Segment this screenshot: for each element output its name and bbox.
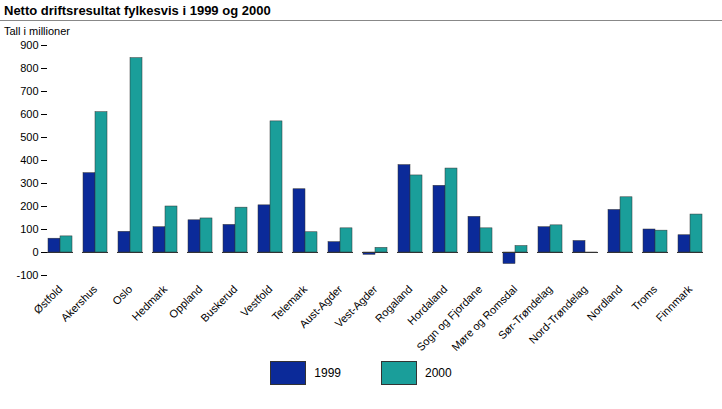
svg-text:Østfold: Østfold xyxy=(31,283,64,316)
svg-text:Oppland: Oppland xyxy=(166,282,205,321)
svg-text:100: 100 xyxy=(20,223,38,235)
svg-text:400: 400 xyxy=(20,154,38,166)
html-text:Tall i millioner: Tall i millioner xyxy=(4,25,70,37)
svg-text:600: 600 xyxy=(20,108,38,120)
svg-text:Telemark: Telemark xyxy=(269,282,310,323)
html-text:1999: 1999 xyxy=(314,366,341,380)
svg-text:Troms: Troms xyxy=(629,282,660,313)
svg-text:Sør-Trøndelag: Sør-Trøndelag xyxy=(495,282,555,342)
svg-text:Rogaland: Rogaland xyxy=(372,282,415,325)
svg-text:Vest-Agder: Vest-Agder xyxy=(332,283,379,330)
svg-text:Hedmark: Hedmark xyxy=(129,282,169,322)
svg-text:Akershus: Akershus xyxy=(58,282,99,323)
svg-text:Vestfold: Vestfold xyxy=(238,282,275,319)
svg-text:Nord-Trøndelag: Nord-Trøndelag xyxy=(526,283,589,346)
svg-text:Møre og Romsdal: Møre og Romsdal xyxy=(449,283,519,353)
html-text:Netto driftsresultat fylkesvis: Netto driftsresultat fylkesvis i 1999 og… xyxy=(4,3,271,18)
svg-text:800: 800 xyxy=(20,62,38,74)
svg-text:500: 500 xyxy=(20,131,38,143)
svg-text:Hordaland: Hordaland xyxy=(405,282,450,328)
svg-text:Oslo: Oslo xyxy=(110,283,134,307)
svg-text:Finnmark: Finnmark xyxy=(654,282,695,323)
svg-text:900: 900 xyxy=(20,39,38,51)
svg-text:Nordland: Nordland xyxy=(584,283,624,323)
svg-text:300: 300 xyxy=(20,177,38,189)
svg-text:Sogn og Fjordane: Sogn og Fjordane xyxy=(414,283,484,353)
svg-text:0: 0 xyxy=(32,246,38,258)
svg-text:200: 200 xyxy=(20,200,38,212)
html-text:2000: 2000 xyxy=(425,366,452,380)
svg-text:Buskerud: Buskerud xyxy=(198,283,239,324)
svg-text:Aust-Agder: Aust-Agder xyxy=(297,282,345,331)
svg-text:700: 700 xyxy=(20,85,38,97)
svg-text:-100: -100 xyxy=(16,269,38,281)
